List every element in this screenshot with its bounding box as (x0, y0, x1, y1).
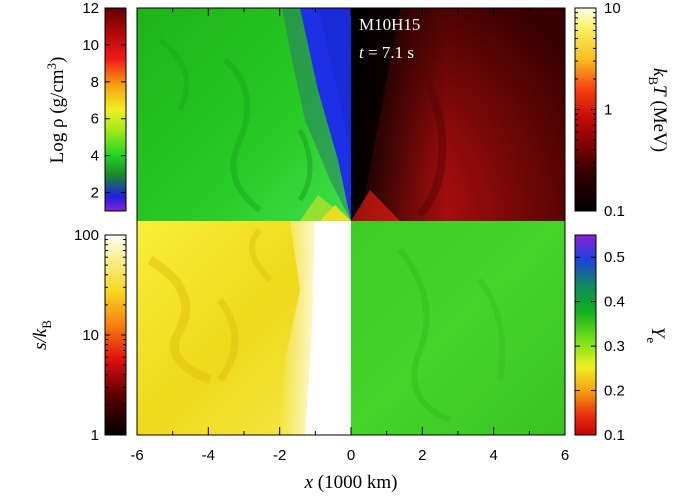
ye-colorbar-title: Ye (644, 327, 668, 344)
colorbar-tick-label: 0.4 (604, 294, 625, 311)
x-tick-label: 6 (561, 447, 569, 464)
x-tick-label: -6 (130, 447, 143, 464)
x-axis-title: x (1000 km) (304, 472, 398, 493)
x-tick-label: -4 (202, 447, 215, 464)
colorbar-tick-label: 8 (91, 74, 99, 91)
model-label: M10H15 (359, 15, 420, 34)
entropy-colorbar-title: s/kB (30, 320, 54, 350)
plot-area (137, 8, 565, 435)
colorbar-tick-label: 10 (82, 327, 99, 344)
colorbar-tick-label: 0.3 (604, 338, 625, 355)
colorbar-tick-label: 100 (74, 227, 99, 244)
temperature-colorbar-title: kBT (MeV) (646, 68, 670, 152)
density-quadrant (137, 8, 351, 221)
x-tick-label: 4 (489, 447, 497, 464)
colorbar-tick-label: 10 (82, 37, 99, 54)
density-colorbar: 2 4 6 8 10 12 Log ρ (g/cm3) (44, 0, 127, 212)
time-label: t = 7.1 s (359, 43, 414, 62)
colorbar-tick-label: 0.5 (604, 249, 625, 266)
density-colorbar-title: Log ρ (g/cm3) (44, 57, 68, 164)
x-axis: -6 -4 -2 0 2 4 6 (130, 8, 569, 464)
entropy-quadrant (137, 221, 351, 435)
colorbar-tick-label: 1 (91, 427, 99, 444)
colorbar-tick-label: 0.2 (604, 383, 625, 400)
colorbar-tick-label: 2 (91, 185, 99, 202)
x-tick-label: -2 (273, 447, 286, 464)
colorbar-tick-label: 6 (91, 111, 99, 128)
colorbar-tick-label: 4 (91, 148, 99, 165)
entropy-colorbar: 1 10 100 s/kB (30, 227, 127, 444)
colorbar-tick-label: 1 (604, 102, 612, 119)
colorbar-tick-label: 0.1 (604, 203, 625, 220)
colorbar-tick-label: 10 (604, 0, 621, 17)
ye-colorbar: 0.1 0.2 0.3 0.4 0.5 Ye (574, 234, 668, 444)
x-tick-label: 0 (347, 447, 355, 464)
temperature-quadrant (351, 8, 565, 221)
colorbar-tick-label: 12 (82, 0, 99, 17)
x-tick-label: 2 (418, 447, 426, 464)
ye-quadrant (351, 221, 565, 435)
temperature-colorbar: 0.1 1 10 kBT (MeV) (574, 0, 670, 220)
colorbar-tick-label: 0.1 (604, 427, 625, 444)
